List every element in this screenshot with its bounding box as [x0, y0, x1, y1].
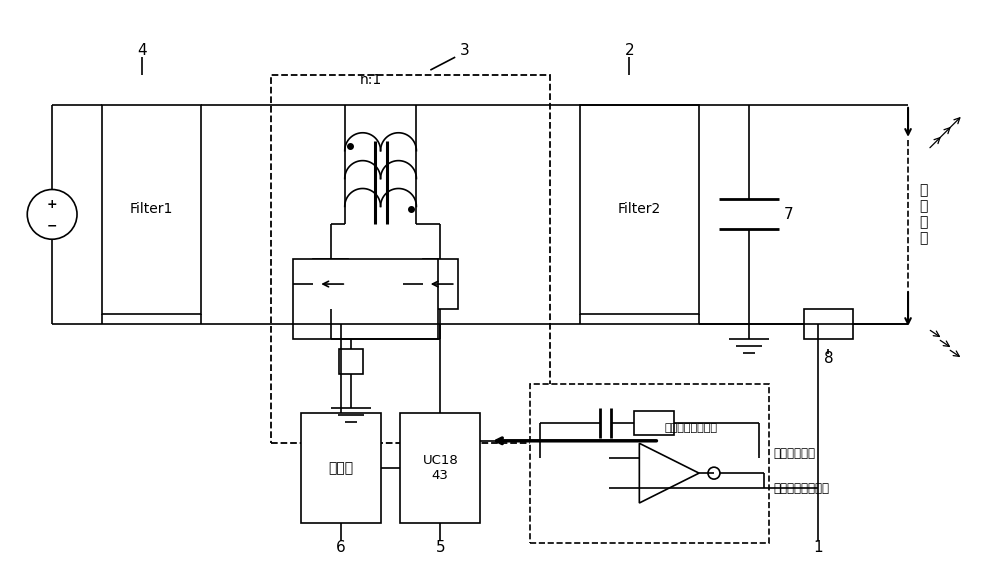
Bar	[423, 259, 458, 309]
Bar	[313, 259, 348, 309]
Bar	[400, 413, 480, 523]
Text: 3: 3	[460, 43, 470, 58]
Text: 峰値电流参考信号: 峰値电流参考信号	[664, 423, 717, 433]
Bar	[634, 412, 674, 435]
Text: 4: 4	[137, 43, 147, 58]
Bar	[301, 413, 381, 523]
Text: n:1: n:1	[359, 73, 382, 87]
Text: Filter1: Filter1	[130, 203, 173, 217]
Text: 驱动器: 驱动器	[328, 461, 353, 475]
Text: −: −	[47, 220, 57, 233]
Text: 2: 2	[625, 43, 634, 58]
Text: 7: 7	[784, 207, 793, 222]
Bar	[530, 384, 769, 543]
Text: 6: 6	[336, 540, 346, 555]
Bar	[339, 349, 363, 374]
Text: 输出电流采样: 输出电流采样	[774, 447, 816, 460]
Text: +: +	[47, 198, 57, 211]
Text: UC18
43: UC18 43	[422, 454, 458, 482]
Bar	[804, 309, 853, 339]
Text: Filter2: Filter2	[618, 203, 661, 217]
Text: 负
载
模
块: 负 载 模 块	[919, 183, 927, 246]
Bar	[293, 259, 438, 339]
Text: 平均电流参考信号: 平均电流参考信号	[774, 482, 830, 495]
Text: 8: 8	[824, 351, 833, 366]
Bar	[580, 105, 699, 314]
Text: 5: 5	[435, 540, 445, 555]
Bar	[102, 105, 201, 314]
Text: 1: 1	[814, 540, 823, 555]
Bar	[271, 75, 550, 443]
